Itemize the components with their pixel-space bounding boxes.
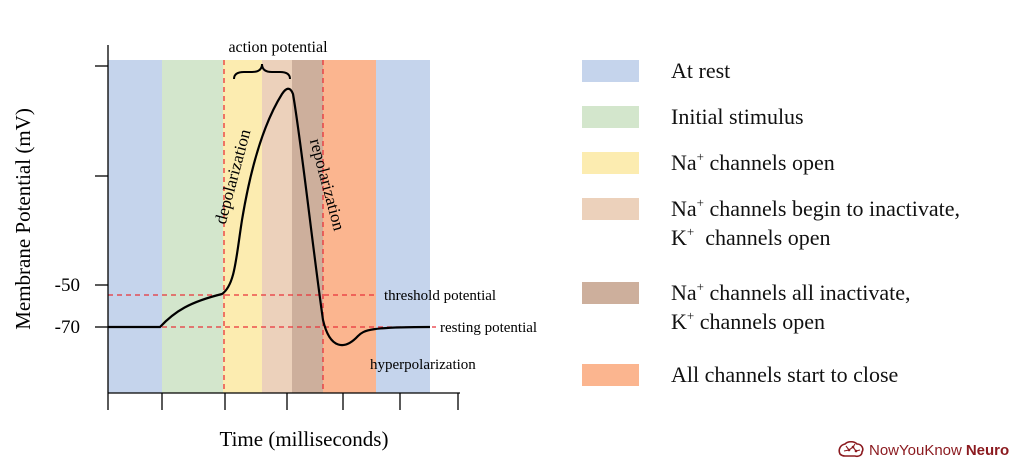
legend-swatch [582,198,639,220]
legend: At rest Initial stimulus Na+ channels op… [582,0,1022,400]
threshold-potential-label: threshold potential [384,288,496,304]
superscript: + [696,279,704,294]
legend-text-segment: Initial stimulus [671,104,804,129]
band-rest-right [376,60,430,393]
legend-swatch [582,60,639,82]
legend-text-segment: Na [671,150,697,175]
band-all-close [323,60,376,393]
axes [95,45,460,410]
legend-text-segment: Na [671,196,697,221]
action-potential-brace [233,63,291,80]
legend-item-all-channels-close: All channels start to close [582,362,898,389]
legend-label: Na+ channels begin to inactivate, K+ chan… [671,194,960,252]
legend-label: At rest [671,56,730,85]
legend-line: All channels start to close [671,360,898,389]
y-tick-label: -70 [55,317,80,338]
legend-line: Initial stimulus [671,102,804,131]
legend-swatch [582,152,639,174]
band-rest-left [108,60,162,393]
legend-text-segment: channels open [704,150,835,175]
legend-line: K+ channels open [671,223,960,252]
brand-text-regular: NowYouKnow [869,441,962,459]
legend-text-segment: channels open [694,309,825,334]
dashed-guides [108,60,436,393]
legend-text-segment: K [671,225,687,250]
legend-text-segment: channels open [694,225,831,250]
legend-label: Na+ channels all inactivate, K+ channels … [671,278,910,336]
action-potential-curve [108,87,431,347]
x-axis-label: Time (milliseconds) [220,427,389,451]
legend-text-segment: channels all inactivate, [704,280,911,305]
legend-swatch [582,106,639,128]
legend-item-na-all-inactivate: Na+ channels all inactivate, K+ channels … [582,280,910,336]
legend-label: Na+ channels open [671,148,835,177]
legend-text-segment: K [671,309,687,334]
legend-line: Na+ channels begin to inactivate, [671,194,960,223]
resting-potential-label: resting potential [440,320,537,336]
superscript: + [686,224,695,239]
brand-logo: NowYouKnow Neuro [837,441,1009,459]
action-potential-diagram: action potential -50 -70 Membrane Potent… [11,39,537,451]
legend-line: Na+ channels open [671,148,835,177]
legend-line: K+ channels open [671,307,910,336]
action-potential-label: action potential [228,39,328,56]
legend-item-initial-stimulus: Initial stimulus [582,104,804,131]
legend-label: Initial stimulus [671,102,804,131]
legend-line: Na+ channels all inactivate, [671,278,910,307]
legend-text-segment: At rest [671,58,731,83]
legend-text-segment: channels begin to inactivate, [704,196,960,221]
hyperpolarization-label: hyperpolarization [370,357,476,373]
band-na-all-inactivate [292,60,323,393]
y-tick-label: -50 [55,275,80,296]
legend-text-segment: Na [671,280,697,305]
legend-text-segment: All channels start to close [671,362,899,387]
legend-swatch [582,282,639,304]
superscript: + [696,195,704,210]
legend-item-na-channels-open: Na+ channels open [582,150,835,177]
band-initial-stimulus [162,60,223,393]
legend-label: All channels start to close [671,360,898,389]
superscript: + [686,308,695,323]
legend-line: At rest [671,56,730,85]
band-na-open [223,60,262,393]
legend-swatch [582,364,639,386]
brain-icon [838,441,864,458]
brand-text-bold: Neuro [965,441,1010,459]
band-na-begin-inactivate [262,60,292,393]
y-axis-label: Membrane Potential (mV) [11,108,35,330]
legend-item-at-rest: At rest [582,58,730,85]
legend-item-na-begin-inactivate: Na+ channels begin to inactivate, K+ chan… [582,196,960,252]
superscript: + [696,149,704,164]
